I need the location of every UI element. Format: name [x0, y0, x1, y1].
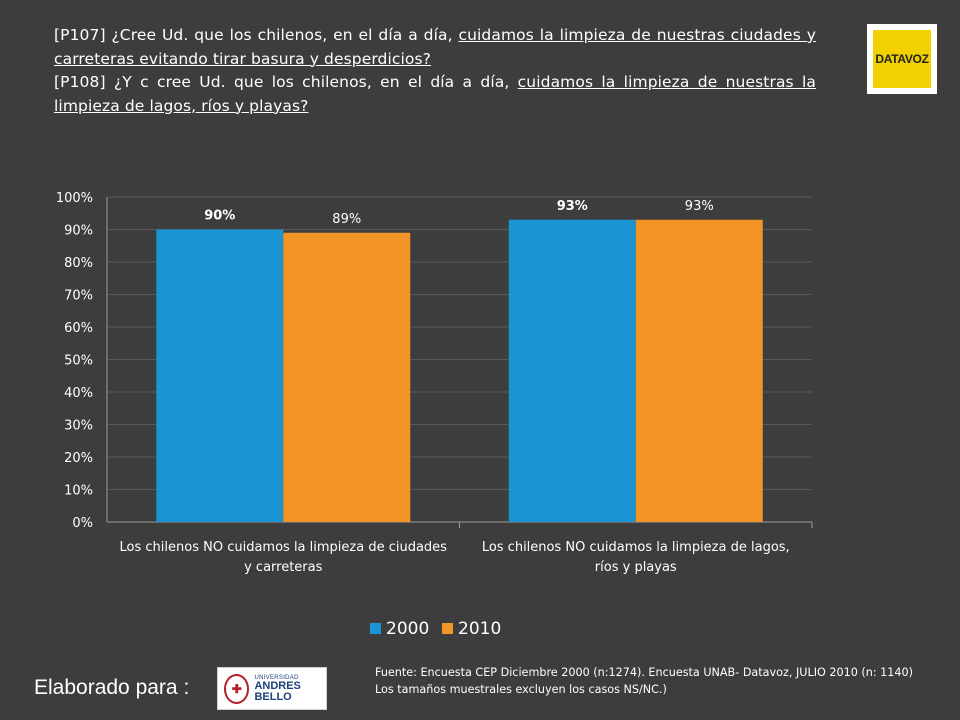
y-tick-label: 60%	[64, 321, 93, 336]
question-p108: [P108] ¿Y c cree Ud. que los chilenos, e…	[54, 71, 816, 118]
y-tick-label: 0%	[72, 516, 93, 531]
unab-line2: ANDRES BELLO	[254, 679, 301, 703]
q1-underlined: cuidamos la limpieza de nuestras ciudade…	[54, 26, 816, 68]
x-category-label: ríos y playas	[595, 560, 677, 575]
question-header: [P107] ¿Cree Ud. que los chilenos, en el…	[54, 24, 816, 118]
unab-line1: UNIVERSIDAD	[254, 674, 299, 681]
elaborado-para-label: Elaborado para :	[34, 676, 190, 699]
data-label: 89%	[332, 212, 361, 227]
bar-2010	[283, 232, 411, 522]
source-note: Fuente: Encuesta CEP Diciembre 2000 (n:1…	[375, 666, 914, 696]
q2-prefix: [P108] ¿Y c cree Ud. que los chilenos, e…	[54, 73, 518, 91]
x-category-label: Los chilenos NO cuidamos la limpieza de …	[482, 540, 790, 555]
unab-seal-icon: ✚	[224, 673, 250, 704]
bar-2000	[156, 229, 284, 522]
unab-logo-text: UNIVERSIDAD ANDRES BELLO	[254, 675, 326, 703]
y-tick-label: 50%	[64, 354, 93, 369]
x-category-label: Los chilenos NO cuidamos la limpieza de …	[120, 540, 448, 555]
y-tick-label: 20%	[64, 451, 93, 466]
question-p107: [P107] ¿Cree Ud. que los chilenos, en el…	[54, 24, 816, 71]
y-tick-label: 70%	[64, 289, 93, 304]
legend-swatch-2010	[442, 623, 453, 634]
q1-prefix: [P107] ¿Cree Ud. que los chilenos, en el…	[54, 26, 459, 44]
legend-label: 2010	[458, 619, 501, 639]
bar-2000	[508, 219, 636, 522]
bar-2010	[635, 219, 763, 522]
y-tick-label: 100%	[56, 191, 93, 206]
x-category-label: y carreteras	[244, 560, 323, 575]
bar-chart: 0% 10% 20% 30% 40% 50% 60% 70% 80% 90% 100% 90% 89% L…	[56, 191, 813, 639]
legend-label: 2000	[386, 619, 429, 639]
y-tick-label: 90%	[64, 224, 93, 239]
legend-swatch-2000	[370, 623, 381, 634]
y-tick-label: 30%	[64, 419, 93, 434]
datavoz-logo: DATAVOZ	[867, 24, 937, 94]
q2-underlined: cuidamos la limpieza de nuestras la limp…	[54, 73, 816, 115]
unab-logo: ✚ UNIVERSIDAD ANDRES BELLO	[217, 667, 327, 710]
data-label: 93%	[685, 199, 714, 214]
data-label: 93%	[557, 199, 588, 214]
datavoz-logo-text: DATAVOZ	[873, 30, 931, 88]
y-tick-label: 10%	[64, 484, 93, 499]
y-tick-label: 40%	[64, 386, 93, 401]
y-tick-label: 80%	[64, 256, 93, 271]
data-label: 90%	[204, 209, 235, 224]
